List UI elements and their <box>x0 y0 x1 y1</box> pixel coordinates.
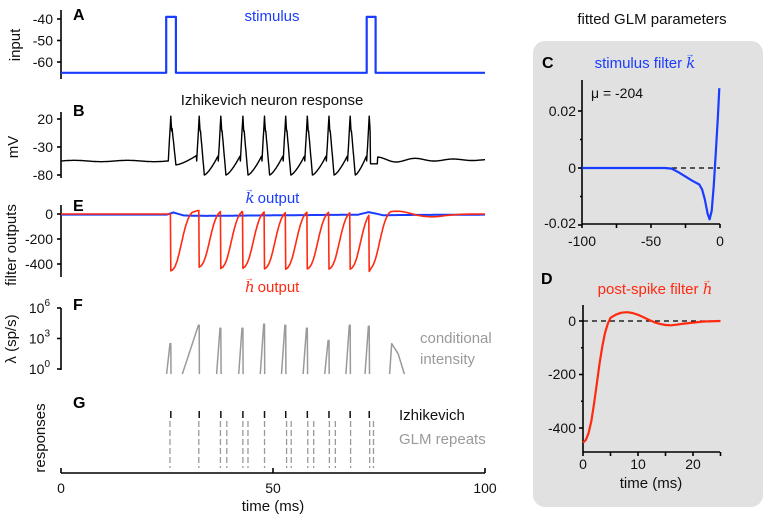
a-ytick-label: -50 <box>33 33 53 49</box>
d-xtick-20: 20 <box>685 456 701 472</box>
panel-label-a: A <box>73 7 85 24</box>
xlabel-time: time (ms) <box>242 498 305 515</box>
intensity-spike <box>237 327 244 375</box>
intensity-label-2: intensity <box>420 351 476 368</box>
intensity-spike <box>323 339 330 375</box>
c-xtick-m50: -50 <box>641 233 661 249</box>
e-ytick-label: -200 <box>25 231 53 247</box>
stimulus-filter-curve <box>582 88 721 221</box>
h-output-trace <box>60 209 486 273</box>
d-ytick-m400: -400 <box>548 420 576 436</box>
mu-annotation: μ = -204 <box>591 85 643 101</box>
panel-label-b: B <box>73 103 85 120</box>
stimulus-trace <box>61 15 485 74</box>
e-ytick-label: -400 <box>25 256 53 272</box>
intensity-tail <box>388 342 406 375</box>
intensity-label-1: conditional <box>420 330 492 347</box>
panel-label-e: E <box>73 198 84 215</box>
c-xtick-0: 0 <box>716 233 724 249</box>
ylabel-f: λ (sp/s) <box>3 314 20 363</box>
k-vector-arrow: → <box>245 184 254 194</box>
c-ytick-m002: -0.02 <box>544 215 576 231</box>
intensity-spike <box>181 324 201 375</box>
d-title: post-spike filter h→ <box>598 275 713 298</box>
c-ytick-0: 0 <box>568 160 576 176</box>
h-output-label: h→output <box>245 273 301 296</box>
a-ytick-label: -60 <box>33 54 53 70</box>
ylabel-a: input <box>7 28 24 61</box>
d-xtick-10: 10 <box>630 456 646 472</box>
b-ytick-label: -30 <box>33 139 53 155</box>
d-xlabel: time (ms) <box>620 475 683 492</box>
intensity-spike <box>364 325 371 375</box>
xtick-50: 50 <box>265 480 281 496</box>
intensity-spike <box>280 324 287 375</box>
c-title: stimulus filter k→ <box>595 49 696 72</box>
neuron-title: Izhikevich neuron response <box>181 92 364 109</box>
panel-label-c: C <box>542 55 554 72</box>
ylabel-e: filter outputs <box>3 204 20 286</box>
ylabel-b: mV <box>5 136 22 159</box>
intensity-spike <box>302 327 309 375</box>
d-ytick-0: 0 <box>568 313 576 329</box>
c-ytick-002: 0.02 <box>549 103 576 119</box>
panel-label-g: G <box>73 395 85 412</box>
ylabel-g: responses <box>32 403 49 472</box>
intensity-spike <box>215 327 222 375</box>
k-output-label: k→output <box>245 184 301 207</box>
post-spike-filter-curve <box>582 311 721 444</box>
right-title: fitted GLM parameters <box>577 11 726 28</box>
intensity-spike <box>165 342 172 375</box>
d-xtick-0: 0 <box>579 456 587 472</box>
b-ytick-label: -80 <box>33 167 53 183</box>
e-ytick-label: 0 <box>45 206 53 222</box>
f-ytick-label: 106 <box>29 298 51 316</box>
panel-label-d: D <box>541 271 553 288</box>
legend-glm-repeats: GLM repeats <box>399 431 486 448</box>
f-ytick-label: 100 <box>29 359 51 377</box>
k-vector-symbol: k <box>246 189 255 207</box>
xtick-100: 100 <box>473 480 497 496</box>
a-ytick-label: -40 <box>33 11 53 27</box>
neuron-voltage-trace <box>60 115 486 176</box>
intensity-spike <box>345 324 352 375</box>
xtick-0: 0 <box>57 480 65 496</box>
legend-izhikevich: Izhikevich <box>399 407 465 424</box>
c-xtick-m100: -100 <box>568 233 596 249</box>
d-ytick-m200: -200 <box>548 366 576 382</box>
stimulus-label: stimulus <box>244 8 299 25</box>
fitted-params-panel <box>533 41 763 507</box>
panel-label-f: F <box>73 297 83 314</box>
b-ytick-label: 20 <box>37 111 53 127</box>
f-ytick-label: 103 <box>29 328 51 346</box>
intensity-spike <box>259 323 266 375</box>
